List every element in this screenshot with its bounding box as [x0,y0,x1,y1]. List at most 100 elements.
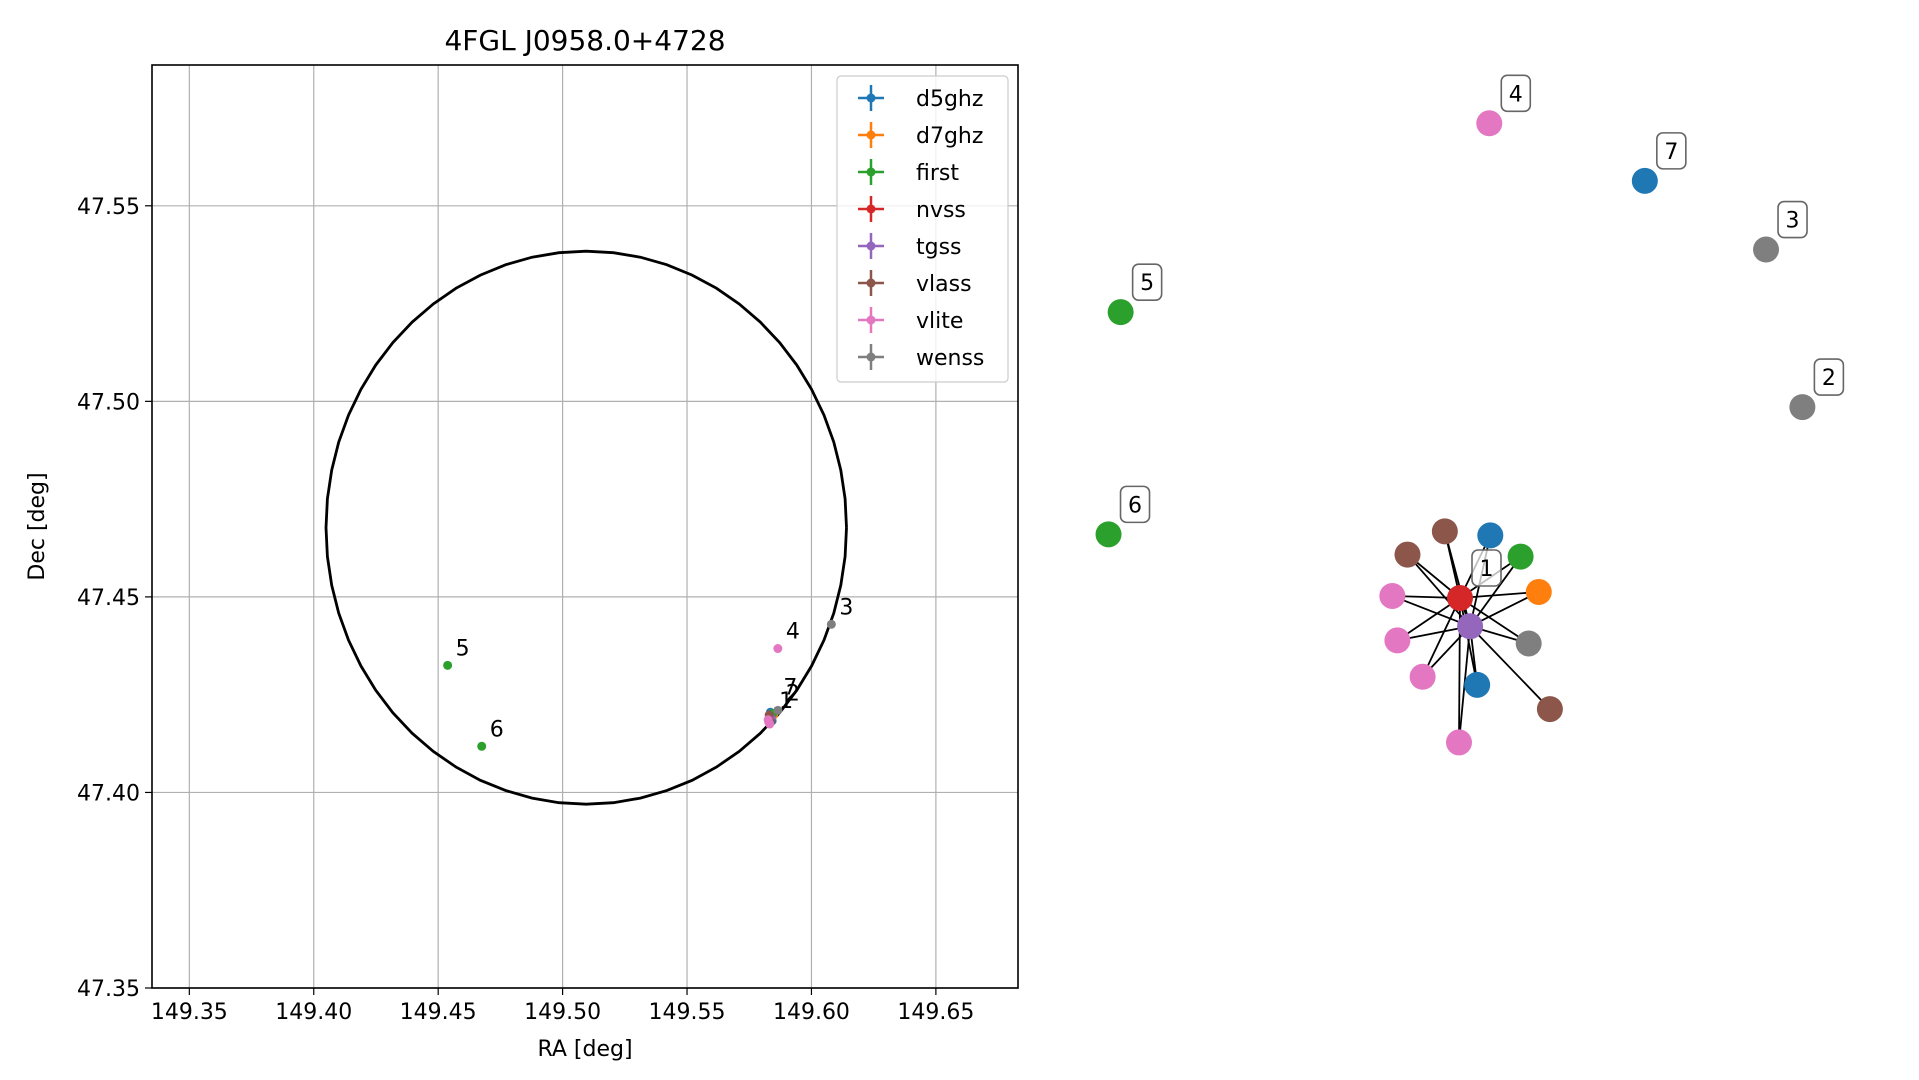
legend-marker [866,130,876,140]
point-vlite [763,715,773,725]
point-labels: 5 6 1 4 3 27 [456,595,854,742]
axis-ticks: 149.35 149.40 149.45 149.50 149.55 149.60 149.… [77,195,974,1025]
network-edge [1443,531,1471,627]
network-edge [1406,553,1471,627]
node-label-box [1813,358,1845,396]
legend-label: tgss [916,235,962,260]
y-axis-label: Dec [deg] [25,472,50,580]
node-vlass [1431,518,1458,545]
point-wenss [773,705,783,715]
y-tick-label: 47.40 [77,781,140,806]
node-label-box [1777,200,1808,239]
node-label: 2 [1822,366,1836,391]
node-wenss [1753,236,1780,263]
node-d7ghz [1525,578,1552,605]
point-label: 6 [490,717,504,742]
legend-marker [866,241,876,251]
node-label-box [1656,132,1687,170]
x-axis-label: RA [deg] [537,1037,632,1062]
node-d5ghz [1464,671,1491,698]
node-first [1507,543,1534,570]
node-vlite [1445,729,1472,756]
error-circle-path [324,249,848,806]
node-first [1107,299,1134,326]
network-edge [1459,591,1539,599]
node-label-box [1471,549,1502,587]
network-edge [1469,556,1522,627]
node-wenss [1789,394,1816,421]
legend-label: nvss [916,198,966,223]
legend-label: d7ghz [916,124,983,149]
legend-label: vlass [916,272,972,297]
error-circle [324,249,848,806]
network-panel: 1 4 7 3 5 2 6 [1095,74,1845,756]
node-vlite [1384,627,1411,654]
x-tick-label: 149.60 [773,1000,850,1025]
point-label: 5 [456,636,470,661]
legend-box [836,75,1009,383]
point-vlite [773,644,783,654]
point-label: 2 [786,681,800,706]
point-label: 7 [783,675,797,700]
x-tick-label: 149.65 [897,1000,974,1025]
point-label: 4 [786,620,800,645]
y-tick-label: 47.45 [77,586,140,611]
x-tick-label: 149.50 [524,1000,601,1025]
node-tgss [1457,613,1484,640]
network-edge [1421,597,1461,678]
network-labels: 1 4 7 3 5 2 6 [1119,74,1845,587]
node-label: 1 [1480,557,1494,582]
point-label: 1 [779,689,793,714]
x-tick-label: 149.45 [400,1000,477,1025]
node-first [1095,521,1122,548]
node-vlite [1379,582,1406,609]
legend-marker [866,278,876,288]
x-tick-label: 149.55 [649,1000,726,1025]
legend: d5ghz d7ghz first nvss tgss vlass vlite wenss [836,75,1009,383]
legend-label: vlite [916,309,963,334]
node-vlite [1409,663,1436,690]
node-label: 6 [1128,493,1142,518]
legend-marker [866,93,876,103]
legend-marker [866,352,876,362]
y-tick-label: 47.55 [77,195,140,220]
legend-marker [866,167,876,177]
node-label: 7 [1664,140,1678,165]
y-tick-label: 47.35 [77,977,140,1002]
data-points [443,619,836,751]
node-label-box [1131,263,1163,301]
node-label-box [1119,485,1151,524]
node-wenss [1515,630,1542,657]
node-nvss [1447,585,1473,611]
network-edge [1469,625,1551,710]
network-nodes [1095,110,1816,756]
node-vlass [1394,541,1421,568]
x-tick-label: 149.40 [275,1000,352,1025]
x-tick-label: 149.35 [151,1000,228,1025]
node-d5ghz [1477,522,1504,549]
node-label: 5 [1140,271,1154,296]
legend-label: wenss [916,346,984,371]
chart-title: 4FGL J0958.0+4728 [444,24,725,57]
point-first [443,660,453,670]
y-tick-label: 47.50 [77,390,140,415]
node-label: 3 [1786,209,1800,234]
network-edge [1392,595,1471,628]
legend-label: first [916,161,959,186]
node-d5ghz [1631,167,1658,194]
node-label: 4 [1509,82,1523,107]
network-edge [1459,597,1530,645]
point-first [477,741,487,751]
grid [152,65,1018,989]
node-vlite [1476,110,1503,137]
legend-label: d5ghz [916,87,983,112]
legend-marker [866,204,876,214]
legend-marker [866,315,876,325]
node-vlass [1536,696,1563,723]
plot-frame [151,64,1019,989]
point-wenss [826,619,836,629]
point-label: 3 [839,595,853,620]
node-label-box [1500,74,1532,113]
